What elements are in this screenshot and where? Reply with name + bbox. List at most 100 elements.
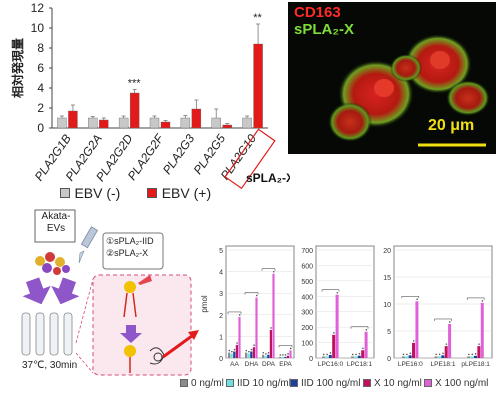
panel-1-y-tick-6: 600 — [301, 263, 313, 270]
lipid-point-2-1-0 — [435, 353, 437, 356]
panel-2-y-tick-2: 10 — [383, 302, 391, 309]
panel-0-y-tick-2: 2 — [219, 313, 223, 320]
lipid-point-0-0-3 — [236, 342, 238, 344]
lipid-category-0-3: EPA — [279, 361, 292, 368]
lipid-point-2-0-4 — [416, 298, 418, 301]
incubation-condition: 37℃, 30min — [22, 360, 78, 371]
lipid-point-2-2-0 — [468, 353, 470, 356]
lipid-point-0-2-0 — [262, 351, 265, 354]
lipid-bar-0-2-1 — [264, 355, 267, 358]
lipid-bar-2-2-2 — [473, 355, 477, 358]
lipid-point-2-1-4 — [449, 321, 451, 323]
lipid-point-1-0-0 — [322, 353, 325, 356]
label-cd163: CD163 — [294, 4, 341, 21]
lipid-category-2-0: LPE16:0 — [398, 361, 423, 368]
panel-0-y-tick-0: 0 — [219, 356, 223, 363]
legend-label-ebv-pos: EBV (+) — [161, 184, 212, 201]
bracket-1-1 — [350, 326, 369, 329]
bracket-0-2 — [261, 268, 276, 271]
lipid-category-1-1: LPC18:1 — [347, 361, 373, 368]
result-arrow — [162, 331, 197, 359]
lipid-point-0-3-0 — [279, 354, 282, 356]
lipid-bar-2-1-0 — [434, 356, 438, 358]
lipid-bar-0-3-1 — [281, 356, 284, 358]
lipid-bar-1-1-2 — [357, 355, 361, 358]
legend-item-0: 0 ng/ml — [180, 378, 224, 389]
lipid-bar-2-0-0 — [401, 356, 405, 358]
legend-swatch-ebv-pos — [147, 187, 158, 198]
bracket-0-3 — [278, 345, 293, 348]
lipid-bar-2-0-4 — [415, 301, 419, 358]
panel-0-ylabel: pmol — [200, 295, 209, 313]
panel-frame-2 — [393, 245, 493, 359]
y-tick-label-4: 8 — [37, 41, 44, 55]
scale-bar-label: 20 μm — [428, 117, 475, 134]
lipid-bar-2-1-3 — [444, 346, 448, 358]
lipid-bar-1-0-4 — [335, 294, 339, 358]
bracket-2-0 — [401, 296, 420, 299]
panel-0-y-tick-3: 3 — [219, 291, 223, 298]
lipid-bar-0-0-1 — [230, 353, 233, 358]
panel-2-y-tick-3: 15 — [383, 275, 391, 282]
bar-1-1 — [99, 119, 109, 129]
lipid-bar-2-2-0 — [467, 356, 471, 358]
bracket-0-0 — [227, 311, 242, 314]
panel-2-y-tick-0: 0 — [387, 356, 391, 363]
lipid-category-0-2: DPA — [262, 361, 276, 368]
akata-evs-line1: Akata- — [41, 211, 71, 222]
bracket-2-1 — [434, 318, 452, 321]
lipid-bar-0-3-3 — [286, 355, 289, 358]
legend-label-2: IID 100 ng/ml — [301, 378, 361, 389]
lipid-point-1-1-3 — [362, 347, 364, 350]
lipid-point-0-1-2 — [250, 348, 253, 351]
lipid-point-0-2-4 — [272, 270, 275, 273]
legend-label-ebv-neg: EBV (-) — [74, 184, 121, 201]
lysophospholipid-icon — [124, 345, 165, 373]
fluorescence-micrograph: CD163 sPLA₂-X 20 μm — [288, 2, 496, 154]
lipid-point-0-3-1 — [282, 354, 284, 356]
lipid-bar-1-0-3 — [332, 334, 336, 358]
lipid-bar-2-2-1 — [470, 356, 474, 358]
bar-1-2 — [129, 92, 140, 129]
lipid-bar-1-1-3 — [361, 350, 365, 358]
lipid-bar-0-3-2 — [284, 356, 287, 358]
lipid-point-0-0-0 — [228, 349, 231, 352]
lipid-bar-2-1-1 — [437, 356, 441, 358]
bar-0-1 — [88, 117, 98, 129]
bar-1-4 — [191, 108, 202, 129]
legend-item-3: X 10 ng/ml — [363, 378, 422, 389]
treatment-1: ①sPLA₂-IID — [106, 236, 154, 246]
lipid-bar-0-0-4 — [238, 316, 241, 358]
lipid-point-0-1-3 — [253, 344, 255, 346]
bar-0-2 — [118, 117, 129, 129]
lipid-point-1-1-1 — [355, 353, 357, 356]
legend-item-2: IID 100 ng/ml — [290, 378, 360, 389]
lipid-point-2-0-3 — [412, 340, 415, 342]
lipid-point-0-0-1 — [231, 350, 233, 353]
lipid-bar-2-2-4 — [480, 302, 484, 358]
zoom-line-bottom — [75, 352, 94, 374]
y-tick-label-5: 10 — [31, 21, 45, 35]
lipid-point-2-2-4 — [481, 300, 484, 302]
lipid-bar-2-0-3 — [412, 342, 416, 358]
lipid-point-2-2-1 — [471, 353, 474, 356]
lipid-point-0-3-2 — [284, 354, 287, 356]
lipid-category-2-1: LPE18:1 — [431, 361, 456, 368]
lipid-point-2-2-2 — [474, 353, 477, 355]
legend-item-4: X 100 ng/ml — [424, 378, 488, 389]
y-axis-label: 相対発現量 — [10, 38, 25, 98]
lipid-bar-1-0-1 — [325, 356, 329, 358]
label-spla2-x: sPLA₂-X — [294, 21, 355, 38]
lipid-bar-0-1-3 — [252, 347, 255, 358]
akata-evs-line2: EVs — [46, 223, 66, 234]
lipid-bar-2-1-2 — [441, 355, 445, 358]
lipid-point-1-0-4 — [336, 291, 339, 294]
lipid-point-2-1-3 — [445, 343, 448, 345]
lipid-point-0-2-2 — [267, 351, 270, 354]
lipid-point-2-1-2 — [442, 352, 444, 355]
panel-2-y-tick-4: 20 — [383, 248, 391, 255]
panel-1-y-tick-0: 0 — [309, 356, 313, 363]
lipid-bar-0-1-0 — [245, 352, 248, 358]
lipid-bar-2-2-3 — [477, 346, 481, 358]
